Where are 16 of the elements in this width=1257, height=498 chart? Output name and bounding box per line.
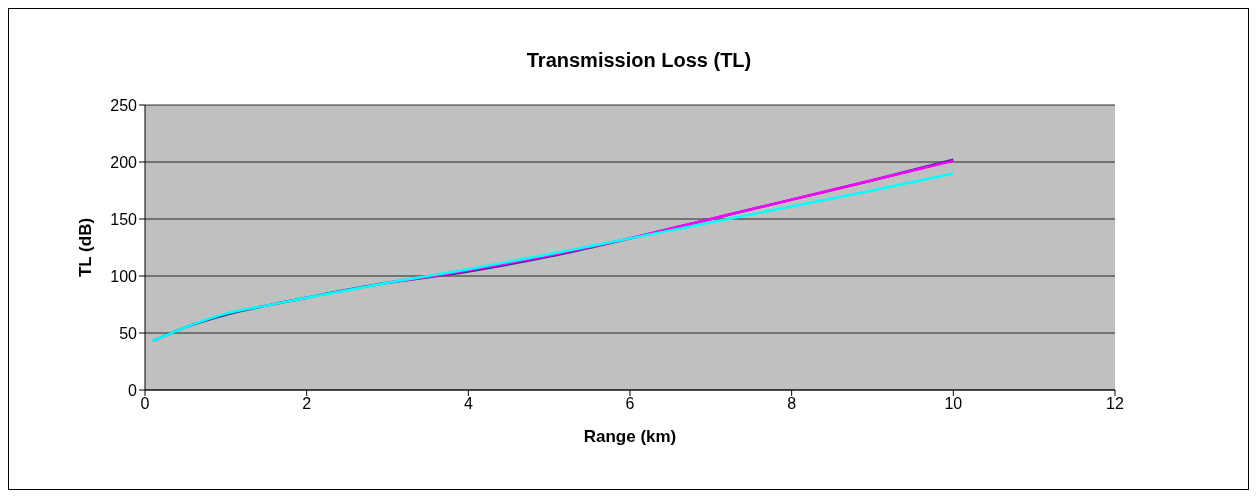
y-axis-title: TL (dB) [76,217,96,278]
chart-title: Transmission Loss (TL) [525,49,753,72]
x-tick-label: 10 [944,395,963,413]
x-tick-label: 4 [463,395,473,413]
x-tick-label: 2 [302,395,312,413]
y-tick-label: 250 [110,96,138,114]
x-tick-label: 8 [787,395,797,413]
y-tick-label: 50 [119,324,138,342]
x-tick-label: 6 [625,395,635,413]
y-tick-label: 100 [110,267,138,285]
x-tick-label: 12 [1106,395,1124,413]
y-tick-label: 200 [110,153,138,171]
y-tick-label: 0 [128,381,138,399]
x-axis-title: Range (km) [583,427,677,446]
y-tick-label: 150 [110,210,138,228]
x-tick-label: 0 [140,395,150,413]
